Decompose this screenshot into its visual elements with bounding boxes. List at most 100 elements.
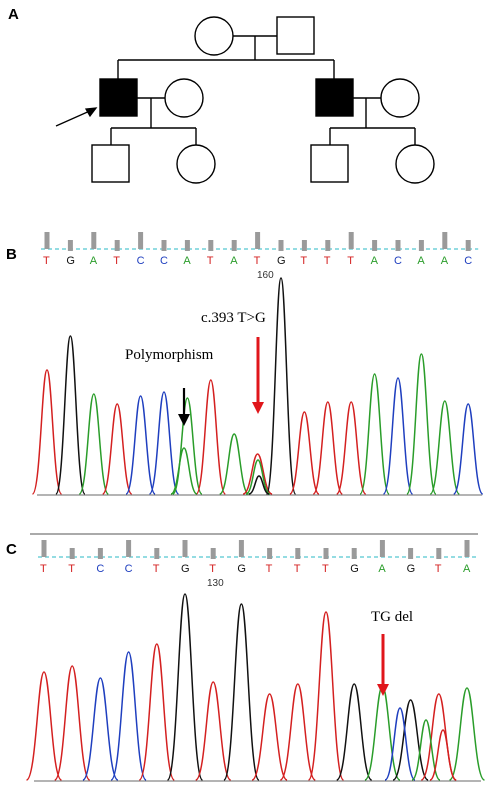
base-call: C	[136, 255, 145, 267]
position-label-c: 130	[207, 578, 224, 589]
peak-a	[429, 400, 461, 495]
panel-label-a: A	[8, 6, 19, 23]
peak-t	[31, 369, 63, 495]
secondary-peak-c	[384, 707, 416, 781]
base-call: A	[230, 255, 238, 267]
base-call: T	[40, 563, 47, 575]
base-call: A	[417, 255, 425, 267]
peak-g	[223, 603, 260, 781]
quality-bar	[97, 548, 103, 559]
quality-bar	[372, 240, 378, 251]
peak-c	[452, 403, 484, 495]
quality-bar	[436, 548, 442, 559]
base-call: T	[68, 563, 75, 575]
peak-t	[194, 681, 232, 781]
generation-2-right-spouse	[380, 78, 420, 118]
peak-a	[78, 393, 110, 495]
peak-t	[101, 403, 133, 495]
peak-t	[195, 379, 227, 495]
base-call: T	[206, 255, 214, 267]
peak-c	[125, 395, 156, 495]
peak-g	[335, 683, 373, 781]
base-call: G	[350, 563, 359, 575]
base-call: A	[463, 563, 471, 575]
generation-3-right-daughter	[395, 144, 435, 184]
quality-bar	[395, 240, 401, 251]
quality-bar	[267, 548, 273, 559]
peak-t	[25, 671, 63, 781]
deletion-annotation: TG del	[371, 609, 414, 625]
base-call: T	[113, 255, 120, 267]
quality-bar	[348, 232, 354, 249]
base-call: A	[440, 255, 449, 267]
generation-3-right-son	[310, 144, 349, 183]
peak-t	[312, 401, 344, 495]
base-call: T	[209, 563, 216, 575]
panel-label-b: B	[6, 246, 17, 263]
quality-bar	[295, 548, 301, 559]
peak-c	[382, 377, 414, 495]
quality-bar	[379, 540, 385, 557]
peak-g	[265, 277, 297, 495]
base-call: T	[434, 563, 442, 575]
peak-g	[166, 593, 204, 781]
quality-bar	[182, 540, 188, 557]
quality-bar	[255, 232, 261, 249]
polymorphism-arrow	[178, 388, 190, 426]
peak-t	[138, 643, 176, 781]
quality-bar	[91, 232, 97, 249]
quality-bar	[41, 540, 47, 557]
quality-bar	[351, 548, 357, 559]
peak-a	[359, 373, 390, 495]
position-label-b: 160	[257, 270, 274, 281]
base-call: C	[160, 255, 168, 267]
quality-bar	[184, 240, 190, 251]
base-call: C	[464, 255, 473, 267]
base-call: G	[66, 255, 75, 267]
mutation-annotation: c.393 T>G	[201, 310, 266, 326]
base-call: C	[394, 255, 402, 267]
base-call: A	[183, 255, 191, 267]
proband-affected-male	[99, 78, 138, 117]
secondary-peak-t	[429, 729, 457, 781]
secondary-peak-g	[248, 475, 270, 495]
base-call: T	[322, 563, 329, 575]
peak-t	[289, 411, 320, 495]
quality-bar	[114, 240, 120, 251]
base-call: G	[181, 563, 190, 575]
quality-bar	[408, 548, 414, 559]
secondary-peak-a	[170, 447, 198, 495]
quality-bar	[154, 548, 160, 559]
base-call: G	[237, 563, 246, 575]
peak-t	[251, 693, 288, 781]
base-call: T	[323, 255, 331, 267]
deletion-arrow	[377, 634, 389, 696]
generation-2-left-spouse	[164, 78, 204, 118]
base-call: T	[293, 563, 301, 575]
pedigree	[55, 16, 435, 184]
quality-bar	[231, 240, 237, 251]
quality-bar	[238, 540, 244, 557]
quality-bar	[67, 240, 73, 251]
quality-bar	[161, 240, 167, 251]
quality-bar	[442, 232, 448, 249]
quality-bar	[126, 540, 132, 557]
peak-t	[53, 665, 91, 781]
peak-a	[406, 353, 437, 495]
panel-label-c: C	[6, 541, 17, 558]
mutation-arrow	[252, 337, 264, 414]
proband-arrow	[55, 107, 98, 127]
generation-3-left-daughter	[176, 144, 216, 184]
peak-c	[148, 391, 180, 495]
quality-bar	[208, 240, 214, 251]
quality-bar	[301, 240, 307, 251]
peak-t	[279, 683, 317, 781]
base-call: C	[96, 563, 105, 575]
peak-t	[307, 611, 345, 781]
base-call: A	[378, 563, 386, 575]
base-call: T	[43, 255, 50, 267]
base-call: G	[277, 255, 286, 267]
peak-g	[392, 699, 429, 781]
